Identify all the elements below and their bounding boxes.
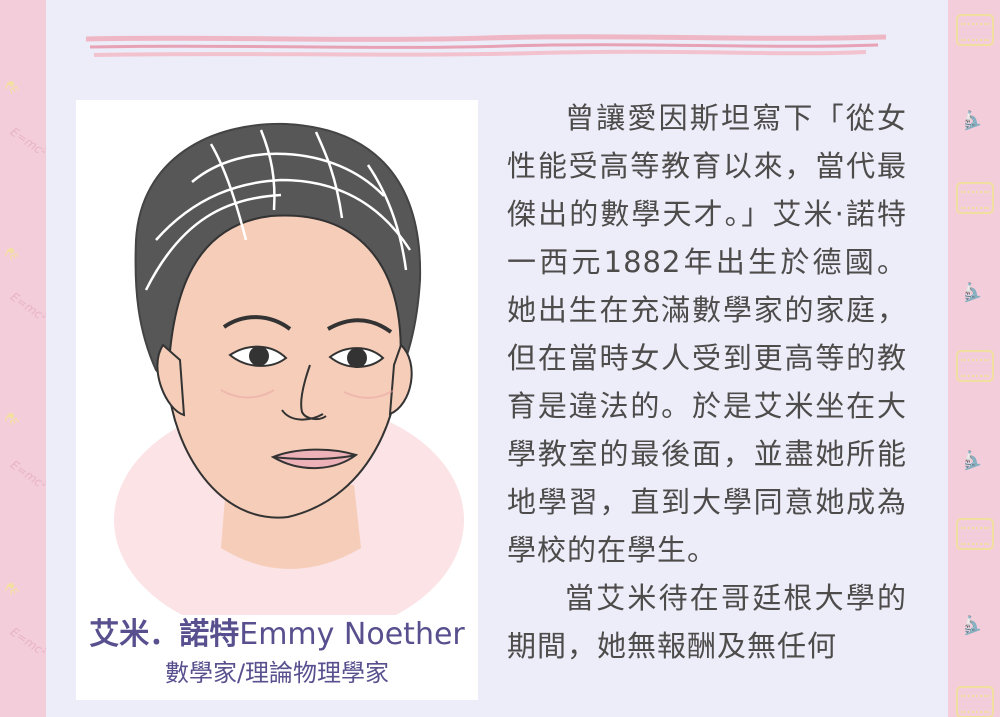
portrait-caption-role: 數學家/理論物理學家 bbox=[164, 659, 390, 687]
name-chinese: 艾米．諾特 bbox=[89, 617, 240, 652]
emmy-noether-portrait bbox=[114, 122, 464, 640]
calendar-icon bbox=[956, 686, 994, 717]
calendar-icon bbox=[956, 182, 994, 214]
content-panel: 艾米．諾特Emmy Noether 數學家/理論物理學家 曾讓愛因斯坦寫下「從女… bbox=[46, 0, 948, 717]
left-decorative-border: ⚗ E=mc² ⚗ E=mc² ⚗ E=mc² ⚗ E=mc² bbox=[0, 0, 50, 717]
formula-text: E=mc² bbox=[7, 124, 50, 160]
formula-text: E=mc² bbox=[7, 457, 50, 493]
calendar-icon bbox=[956, 14, 994, 46]
flask-icon: ⚗ bbox=[0, 75, 22, 100]
portrait-card: 艾米．諾特Emmy Noether 數學家/理論物理學家 bbox=[76, 100, 478, 700]
name-english: Emmy Noether bbox=[239, 617, 465, 652]
formula-text: E=mc² bbox=[7, 289, 50, 325]
microscope-icon: 🔬 bbox=[957, 612, 983, 637]
calendar-icon bbox=[956, 518, 994, 550]
portrait-caption-name: 艾米．諾特Emmy Noether bbox=[76, 618, 478, 652]
microscope-icon: 🔬 bbox=[957, 447, 983, 472]
flask-icon: ⚗ bbox=[0, 242, 22, 267]
flask-icon: ⚗ bbox=[0, 407, 22, 432]
formula-text: E=mc² bbox=[7, 624, 50, 660]
calendar-icon bbox=[956, 350, 994, 382]
microscope-icon: 🔬 bbox=[957, 107, 983, 132]
right-decorative-border: 🔬 🔬 🔬 🔬 bbox=[948, 0, 1000, 717]
biography-paragraph-1: 曾讓愛因斯坦寫下「從女性能受高等教育以來，當代最傑出的數學天才。」艾米·諾特一西… bbox=[507, 101, 907, 567]
biography-text: 曾讓愛因斯坦寫下「從女性能受高等教育以來，當代最傑出的數學天才。」艾米·諾特一西… bbox=[507, 94, 907, 670]
decorative-stripes bbox=[86, 34, 886, 57]
microscope-icon: 🔬 bbox=[957, 279, 983, 304]
biography-paragraph-2: 當艾米待在哥廷根大學的期間，她無報酬及無任何 bbox=[507, 581, 907, 663]
flask-icon: ⚗ bbox=[0, 577, 22, 602]
